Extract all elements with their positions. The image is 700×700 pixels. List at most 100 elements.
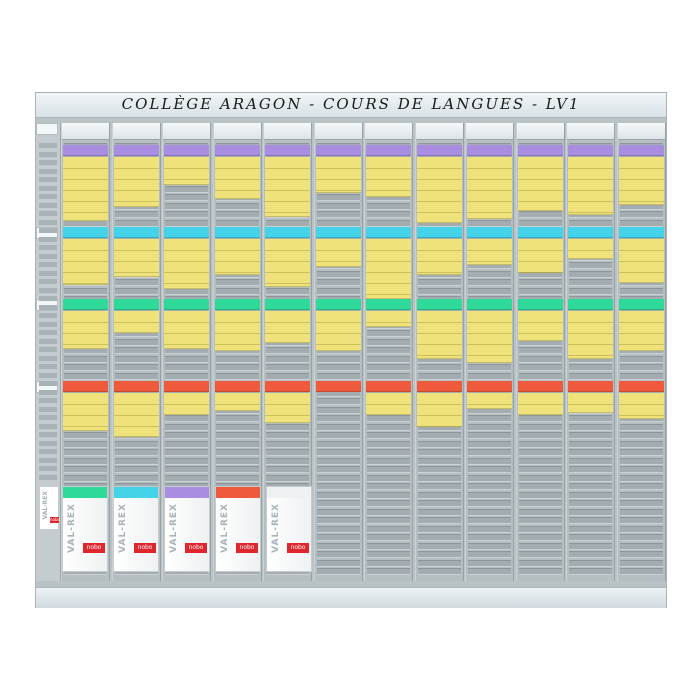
category-card[interactable] <box>366 299 411 310</box>
schedule-card[interactable] <box>568 239 613 259</box>
category-card[interactable] <box>315 145 361 156</box>
category-card[interactable] <box>315 299 361 310</box>
column-header-card[interactable] <box>62 123 109 140</box>
category-card[interactable] <box>416 299 462 310</box>
card-column[interactable] <box>616 123 666 581</box>
category-card[interactable] <box>467 145 512 156</box>
category-card[interactable] <box>517 145 563 156</box>
index-tab[interactable] <box>36 123 58 135</box>
schedule-card[interactable] <box>517 311 563 341</box>
schedule-card[interactable] <box>416 393 462 427</box>
category-card[interactable] <box>164 227 209 238</box>
schedule-card[interactable] <box>63 239 108 285</box>
category-card[interactable] <box>366 227 411 238</box>
schedule-card[interactable] <box>467 311 512 363</box>
schedule-card[interactable] <box>416 239 462 275</box>
schedule-card[interactable] <box>467 393 512 409</box>
category-card[interactable] <box>416 381 462 392</box>
category-card[interactable] <box>315 381 361 392</box>
card-column[interactable] <box>313 123 363 581</box>
schedule-card[interactable] <box>113 157 159 207</box>
schedule-card[interactable] <box>265 311 310 343</box>
category-card[interactable] <box>568 145 613 156</box>
mini-card-dispenser[interactable]: VAL-REX nobo <box>39 486 60 530</box>
schedule-card[interactable] <box>517 157 563 211</box>
category-card[interactable] <box>517 227 563 238</box>
category-card[interactable] <box>164 381 209 392</box>
schedule-card[interactable] <box>214 157 260 199</box>
category-card[interactable] <box>265 299 310 310</box>
schedule-card[interactable] <box>113 239 159 277</box>
schedule-card[interactable] <box>366 393 411 415</box>
schedule-card[interactable] <box>164 311 209 349</box>
category-card[interactable] <box>517 381 563 392</box>
schedule-card[interactable] <box>568 157 613 215</box>
category-card[interactable] <box>265 381 310 392</box>
column-header-card[interactable] <box>567 123 614 140</box>
column-header-card[interactable] <box>213 123 261 140</box>
schedule-card[interactable] <box>517 239 563 273</box>
category-card[interactable] <box>467 227 512 238</box>
card-column[interactable] <box>465 123 514 581</box>
category-card[interactable] <box>517 299 563 310</box>
schedule-card[interactable] <box>618 311 664 351</box>
schedule-card[interactable] <box>265 239 310 287</box>
schedule-card[interactable] <box>366 239 411 299</box>
schedule-card[interactable] <box>113 393 159 437</box>
category-card[interactable] <box>416 145 462 156</box>
category-card[interactable] <box>265 145 310 156</box>
column-header-card[interactable] <box>617 123 665 140</box>
card-column[interactable] <box>515 123 565 581</box>
schedule-card[interactable] <box>517 393 563 415</box>
category-card[interactable] <box>618 381 664 392</box>
column-header-card[interactable] <box>415 123 463 140</box>
category-card[interactable] <box>63 381 108 392</box>
schedule-card[interactable] <box>113 311 159 333</box>
schedule-card[interactable] <box>366 311 411 327</box>
schedule-card[interactable] <box>618 239 664 283</box>
schedule-card[interactable] <box>214 393 260 411</box>
schedule-card[interactable] <box>618 157 664 205</box>
schedule-card[interactable] <box>164 157 209 185</box>
schedule-card[interactable] <box>63 393 108 431</box>
schedule-card[interactable] <box>164 393 209 415</box>
category-card[interactable] <box>366 145 411 156</box>
schedule-card[interactable] <box>214 239 260 275</box>
schedule-card[interactable] <box>265 393 310 423</box>
schedule-card[interactable] <box>63 311 108 349</box>
category-card[interactable] <box>467 381 512 392</box>
schedule-card[interactable] <box>315 311 361 351</box>
schedule-card[interactable] <box>618 393 664 419</box>
category-card[interactable] <box>214 299 260 310</box>
category-card[interactable] <box>467 299 512 310</box>
category-card[interactable] <box>164 145 209 156</box>
schedule-card[interactable] <box>63 157 108 221</box>
schedule-card[interactable] <box>366 157 411 197</box>
category-card[interactable] <box>568 381 613 392</box>
category-card[interactable] <box>113 145 159 156</box>
column-header-card[interactable] <box>365 123 412 140</box>
schedule-card[interactable] <box>265 157 310 217</box>
card-column[interactable] <box>414 123 464 581</box>
category-card[interactable] <box>568 299 613 310</box>
schedule-card[interactable] <box>467 157 512 219</box>
card-column[interactable] <box>364 123 413 581</box>
schedule-card[interactable] <box>568 393 613 413</box>
category-card[interactable] <box>113 227 159 238</box>
category-card[interactable] <box>214 145 260 156</box>
category-card[interactable] <box>113 381 159 392</box>
category-card[interactable] <box>113 299 159 310</box>
card-column[interactable] <box>566 123 615 581</box>
schedule-card[interactable] <box>416 311 462 359</box>
card-dispenser-box[interactable]: VAL-REX nobo <box>266 486 312 572</box>
schedule-card[interactable] <box>164 239 209 289</box>
schedule-card[interactable] <box>416 157 462 223</box>
schedule-card[interactable] <box>214 311 260 351</box>
category-card[interactable] <box>366 381 411 392</box>
column-header-card[interactable] <box>112 123 160 140</box>
category-card[interactable] <box>618 145 664 156</box>
card-dispenser-box[interactable]: VAL-REX nobo <box>113 486 159 572</box>
column-header-card[interactable] <box>264 123 311 140</box>
category-card[interactable] <box>568 227 613 238</box>
category-card[interactable] <box>63 227 108 238</box>
